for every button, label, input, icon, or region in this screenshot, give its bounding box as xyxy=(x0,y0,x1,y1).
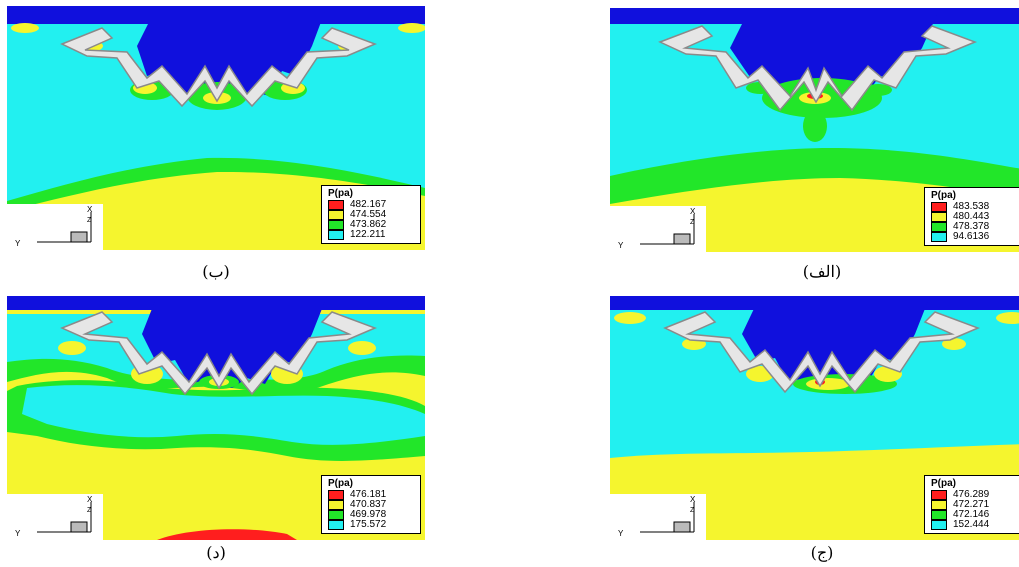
legend-value: 473.862 xyxy=(350,219,387,230)
legend-value: 474.554 xyxy=(350,209,387,220)
axis-y-label: Y xyxy=(15,239,21,248)
legend-value: 472.271 xyxy=(953,499,990,510)
legend-title: P(pa) xyxy=(328,188,353,199)
caption-alef: (الف) xyxy=(802,262,842,281)
legend-value: 476.289 xyxy=(953,489,990,500)
legend-title: P(pa) xyxy=(931,478,956,489)
axis-z-label: Z xyxy=(87,217,92,224)
axis-y-label: Y xyxy=(15,529,21,538)
caption-jim: (ج) xyxy=(810,543,834,562)
axis-y-label: Y xyxy=(618,529,624,538)
axis-x-label: X xyxy=(87,205,93,214)
contour-field-alef xyxy=(610,8,1019,252)
legend-jim: P(pa) 476.289 472.271 472.146 152.444 xyxy=(924,475,1019,534)
axis-x-label: X xyxy=(690,207,696,216)
legend-value: 480.443 xyxy=(953,211,990,222)
legend-value: 472.146 xyxy=(953,509,990,520)
legend-title: P(pa) xyxy=(931,190,956,201)
legend-value: 469.978 xyxy=(350,509,387,520)
legend-title: P(pa) xyxy=(328,478,353,489)
axis-y-label: Y xyxy=(618,241,624,250)
legend-value: 152.444 xyxy=(953,519,990,530)
axis-z-label: Z xyxy=(87,507,92,514)
panel-jim: P(pa) 476.289 472.271 472.146 152.444 Y X… xyxy=(610,296,1019,540)
legend-alef: P(pa) 483.538 480.443 478.378 94.6136 xyxy=(924,187,1019,246)
legend-value: 476.181 xyxy=(350,489,387,500)
legend-value: 470.837 xyxy=(350,499,387,510)
axis-z-label: Z xyxy=(690,507,695,514)
axis-x-label: X xyxy=(690,495,696,504)
legend-b: P(pa) 482.167 474.554 473.862 122.211 xyxy=(321,185,421,244)
contour-field-b xyxy=(7,6,425,250)
legend-value: 122.211 xyxy=(350,229,386,240)
legend-value: 483.538 xyxy=(953,201,990,212)
panel-dal: P(pa) 476.181 470.837 469.978 175.572 Y X… xyxy=(7,296,425,540)
legend-dal: P(pa) 476.181 470.837 469.978 175.572 xyxy=(321,475,421,534)
legend-value: 478.378 xyxy=(953,221,990,232)
legend-value: 175.572 xyxy=(350,519,387,530)
legend-value: 482.167 xyxy=(350,199,387,210)
panel-alef: P(pa) 483.538 480.443 478.378 94.6136 Y X… xyxy=(610,8,1019,252)
caption-dal: (د) xyxy=(206,543,226,562)
caption-b: (ب) xyxy=(202,262,230,281)
axis-z-label: Z xyxy=(690,219,695,226)
axis-x-label: X xyxy=(87,495,93,504)
legend-value: 94.6136 xyxy=(953,231,990,242)
panel-b: P(pa) 482.167 474.554 473.862 122.211 Y X… xyxy=(7,6,425,250)
